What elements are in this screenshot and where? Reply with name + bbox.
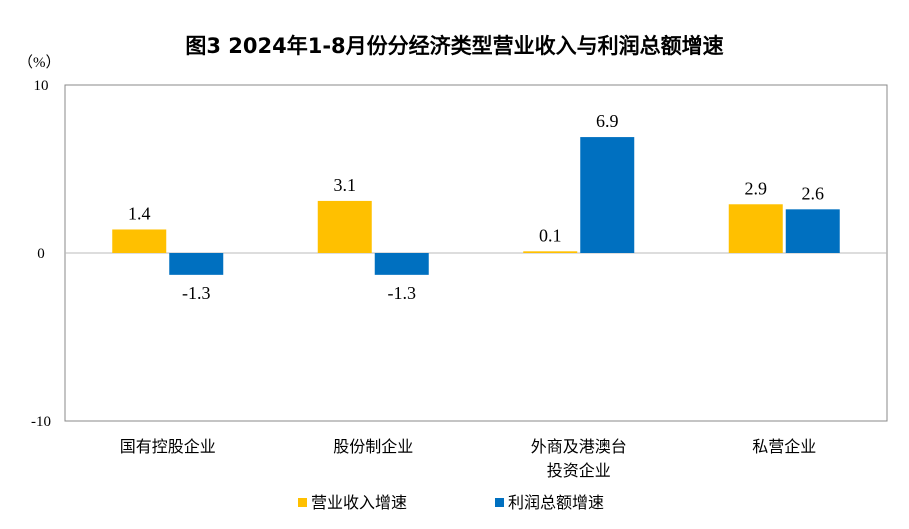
chart-title: 图3 2024年1-8月份分经济类型营业收入与利润总额增速 — [185, 34, 724, 58]
data-label: -1.3 — [388, 283, 417, 303]
data-label: -1.3 — [182, 283, 211, 303]
data-label: 0.1 — [539, 225, 562, 245]
category-label: 外商及港澳台 — [531, 437, 627, 456]
bar-profit — [580, 137, 635, 253]
data-label: 3.1 — [334, 175, 357, 195]
bar-profit — [374, 253, 429, 275]
bar-revenue — [728, 204, 783, 253]
legend-label: 利润总额增速 — [508, 493, 604, 512]
data-label: 2.6 — [802, 183, 825, 203]
y-tick-label: -10 — [31, 414, 51, 430]
y-tick-label: 0 — [37, 246, 45, 262]
category-label: 投资企业 — [547, 461, 611, 480]
bar-profit — [785, 209, 840, 253]
legend-swatch — [495, 498, 504, 507]
category-label: 股份制企业 — [333, 437, 413, 456]
bar-profit — [169, 253, 224, 275]
legend-swatch — [298, 498, 307, 507]
category-label: 国有控股企业 — [120, 437, 216, 456]
data-label: 1.4 — [128, 203, 151, 223]
bar-revenue — [112, 229, 167, 253]
y-tick-label: 10 — [34, 78, 49, 94]
legend-label: 营业收入增速 — [311, 493, 407, 512]
y-axis-unit-label: （%） — [18, 54, 61, 71]
category-label: 私营企业 — [752, 437, 816, 456]
bar-revenue — [317, 200, 372, 253]
data-label: 2.9 — [745, 178, 768, 198]
bar-revenue — [523, 251, 578, 253]
data-label: 6.9 — [596, 111, 619, 131]
